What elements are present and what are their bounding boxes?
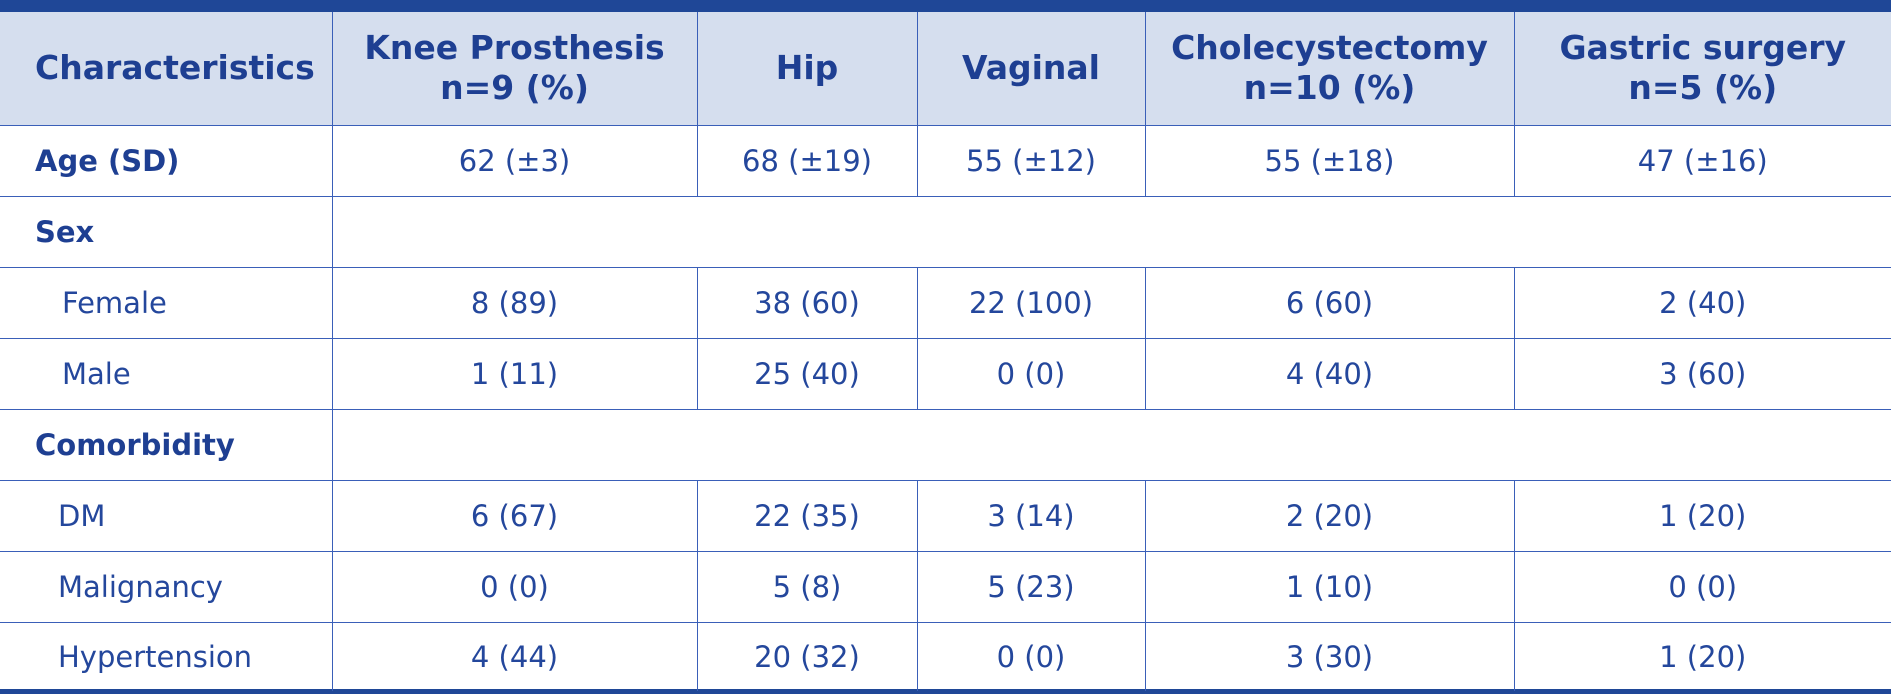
- cell-dm-gastric: 1 (20): [1513, 479, 1891, 552]
- row-label-hypertension: Hypertension: [0, 621, 333, 691]
- cell-hypertension-gastric: 1 (20): [1513, 621, 1891, 691]
- cell-male-gastric: 3 (60): [1513, 337, 1891, 410]
- row-label-sex: Sex: [0, 195, 333, 268]
- header-vaginal: Vaginal: [916, 12, 1146, 126]
- cell-female-vaginal: 22 (100): [916, 266, 1146, 339]
- section-spacer-comorbidity: [331, 408, 1891, 481]
- cell-dm-cholecystectomy: 2 (20): [1144, 479, 1515, 552]
- characteristics-table: Characteristics Knee Prosthesis n=9 (%) …: [0, 12, 1891, 691]
- header-cholecystectomy: Cholecystectomy n=10 (%): [1144, 12, 1515, 126]
- cell-hypertension-cholecystectomy: 3 (30): [1144, 621, 1515, 691]
- header-gastric-surgery: Gastric surgery n=5 (%): [1513, 12, 1891, 126]
- header-gastric-surgery-n: n=5 (%): [1628, 68, 1778, 108]
- header-row: Characteristics Knee Prosthesis n=9 (%) …: [0, 12, 1891, 126]
- header-characteristics: Characteristics: [0, 12, 333, 126]
- row-label-comorbidity: Comorbidity: [0, 408, 333, 481]
- cell-male-cholecystectomy: 4 (40): [1144, 337, 1515, 410]
- header-hip: Hip: [696, 12, 918, 126]
- table-row-sex: Sex: [0, 195, 1891, 268]
- table-row-female: Female 8 (89) 38 (60) 22 (100) 6 (60) 2 …: [0, 266, 1891, 339]
- row-label-dm: DM: [0, 479, 333, 552]
- table-row-dm: DM 6 (67) 22 (35) 3 (14) 2 (20) 1 (20): [0, 479, 1891, 552]
- header-gastric-surgery-title: Gastric surgery: [1559, 28, 1847, 68]
- cell-malignancy-cholecystectomy: 1 (10): [1144, 550, 1515, 623]
- cell-dm-hip: 22 (35): [696, 479, 918, 552]
- table-row-malignancy: Malignancy 0 (0) 5 (8) 5 (23) 1 (10) 0 (…: [0, 550, 1891, 623]
- cell-malignancy-knee: 0 (0): [331, 550, 698, 623]
- cell-female-cholecystectomy: 6 (60): [1144, 266, 1515, 339]
- cell-dm-knee: 6 (67): [331, 479, 698, 552]
- cell-age-hip: 68 (±19): [696, 125, 918, 197]
- row-label-age: Age (SD): [0, 125, 333, 197]
- row-label-male: Male: [0, 337, 333, 410]
- cell-age-gastric: 47 (±16): [1513, 125, 1891, 197]
- cell-age-cholecystectomy: 55 (±18): [1144, 125, 1515, 197]
- cell-age-vaginal: 55 (±12): [916, 125, 1146, 197]
- section-spacer-sex: [331, 195, 1891, 268]
- cell-hypertension-vaginal: 0 (0): [916, 621, 1146, 691]
- table-row-age: Age (SD) 62 (±3) 68 (±19) 55 (±12) 55 (±…: [0, 125, 1891, 197]
- cell-malignancy-gastric: 0 (0): [1513, 550, 1891, 623]
- cell-hypertension-knee: 4 (44): [331, 621, 698, 691]
- table-row-male: Male 1 (11) 25 (40) 0 (0) 4 (40) 3 (60): [0, 337, 1891, 410]
- cell-malignancy-hip: 5 (8): [696, 550, 918, 623]
- header-cholecystectomy-title: Cholecystectomy: [1171, 28, 1488, 68]
- header-cholecystectomy-n: n=10 (%): [1243, 68, 1416, 108]
- header-knee-prosthesis: Knee Prosthesis n=9 (%): [331, 12, 698, 126]
- header-knee-prosthesis-n: n=9 (%): [440, 68, 589, 108]
- row-label-female: Female: [0, 266, 333, 339]
- table-row-comorbidity: Comorbidity: [0, 408, 1891, 481]
- cell-female-knee: 8 (89): [331, 266, 698, 339]
- header-knee-prosthesis-title: Knee Prosthesis: [364, 28, 665, 68]
- cell-age-knee: 62 (±3): [331, 125, 698, 197]
- row-label-malignancy: Malignancy: [0, 550, 333, 623]
- table-header: Characteristics Knee Prosthesis n=9 (%) …: [0, 12, 1891, 126]
- cell-male-knee: 1 (11): [331, 337, 698, 410]
- cell-female-gastric: 2 (40): [1513, 266, 1891, 339]
- cell-female-hip: 38 (60): [696, 266, 918, 339]
- cell-malignancy-vaginal: 5 (23): [916, 550, 1146, 623]
- cell-dm-vaginal: 3 (14): [916, 479, 1146, 552]
- cell-hypertension-hip: 20 (32): [696, 621, 918, 691]
- cell-male-hip: 25 (40): [696, 337, 918, 410]
- table-row-hypertension: Hypertension 4 (44) 20 (32) 0 (0) 3 (30)…: [0, 621, 1891, 691]
- table-body: Age (SD) 62 (±3) 68 (±19) 55 (±12) 55 (±…: [0, 125, 1891, 691]
- cell-male-vaginal: 0 (0): [916, 337, 1146, 410]
